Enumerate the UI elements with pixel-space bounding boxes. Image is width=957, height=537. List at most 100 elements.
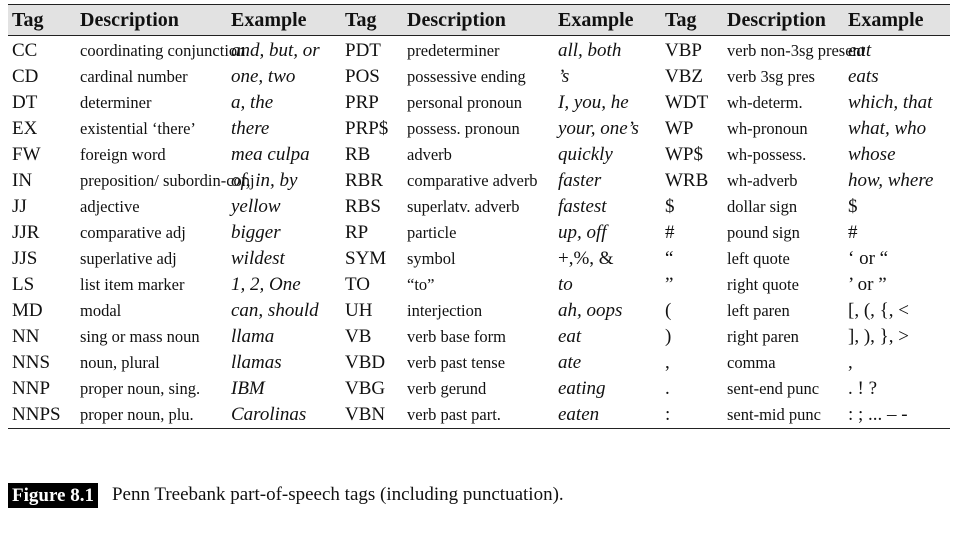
tag-cell: WRB (665, 170, 709, 191)
description-cell: wh-possess. (727, 145, 807, 164)
header-example-3: Example (844, 4, 950, 36)
description-cell: superlatv. adverb (407, 197, 520, 216)
description-cell: comparative adj (80, 223, 186, 242)
tag-cell: DT (12, 92, 38, 113)
example-cell: llama (231, 326, 275, 347)
description-cell: dollar sign (727, 197, 798, 216)
description-cell: cardinal number (80, 67, 188, 86)
example-cell: llamas (231, 352, 282, 373)
example-cell: : ; ... – - (848, 404, 908, 425)
tag-cell: IN (12, 170, 33, 191)
tag-cell: ” (665, 274, 674, 295)
table-row: CC coordinating conjunction and, but, or PD… (8, 36, 950, 65)
tag-cell: SYM (345, 248, 387, 269)
tag-cell: “ (665, 248, 674, 269)
example-cell: ’s (558, 66, 570, 87)
example-cell: +,%, & (558, 248, 614, 269)
description-cell: verb gerund (407, 379, 487, 398)
example-cell: yellow (231, 196, 281, 217)
tag-cell: , (665, 352, 670, 373)
example-cell: all, both (558, 40, 622, 61)
table-row: NNPS proper noun, plu. Carolinas VBN verb pa… (8, 402, 950, 429)
description-cell: adjective (80, 197, 140, 216)
tag-cell: PRP$ (345, 118, 389, 139)
caption-text: Penn Treebank part-of-speech tags (inclu… (111, 484, 564, 505)
header-description-3: Description (723, 4, 844, 36)
table-row: MD modal can, should UH interjection ah, oops… (8, 298, 950, 324)
example-cell: eat (848, 40, 872, 61)
figure-caption: Figure 8.1 Penn Treebank part-of-speech … (8, 482, 564, 508)
example-cell: , (848, 352, 853, 373)
example-cell: bigger (231, 222, 281, 243)
description-cell: comparative adverb (407, 171, 538, 190)
tag-cell: WP (665, 118, 694, 139)
table-row: EX existential ‘there’ there PRP$ possess. p… (8, 116, 950, 142)
example-cell: # (848, 222, 858, 243)
description-cell: comma (727, 353, 776, 372)
example-cell: whose (848, 144, 896, 165)
example-cell: wildest (231, 248, 285, 269)
tag-cell: VBD (345, 352, 386, 373)
tag-cell: WDT (665, 92, 709, 113)
tag-cell: : (665, 404, 671, 425)
description-cell: wh-adverb (727, 171, 798, 190)
example-cell: IBM (231, 378, 265, 399)
tag-cell: VB (345, 326, 372, 347)
tag-cell: RP (345, 222, 369, 243)
example-cell: ‘ or “ (848, 248, 889, 269)
tag-cell: JJ (12, 196, 27, 217)
table-row: NNS noun, plural llamas VBD verb past tense a… (8, 350, 950, 376)
example-cell: eat (558, 326, 582, 347)
pos-tag-table: Tag Description Example Tag Description … (8, 4, 950, 429)
description-cell: coordinating conjunction (80, 41, 246, 60)
table-row: JJS superlative adj wildest SYM symbol +,%, &… (8, 246, 950, 272)
tag-cell: NNPS (12, 404, 61, 425)
header-row: Tag Description Example Tag Description … (8, 4, 950, 36)
tag-cell: FW (12, 144, 41, 165)
description-cell: left paren (727, 301, 790, 320)
example-cell: to (558, 274, 573, 295)
tag-cell: ) (665, 326, 672, 347)
tag-cell: JJS (12, 248, 38, 269)
example-cell: your, one’s (558, 118, 639, 139)
description-cell: list item marker (80, 275, 185, 294)
tag-cell: RBS (345, 196, 381, 217)
description-cell: determiner (80, 93, 152, 112)
tag-cell: VBP (665, 40, 702, 61)
table-row: JJR comparative adj bigger RP particle up, of… (8, 220, 950, 246)
example-cell: which, that (848, 92, 933, 113)
tag-cell: VBG (345, 378, 386, 399)
table-row: FW foreign word mea culpa RB adverb quickly WP… (8, 142, 950, 168)
description-cell: sing or mass noun (80, 327, 200, 346)
description-cell: foreign word (80, 145, 166, 164)
header-tag-2: Tag (341, 4, 403, 36)
description-cell: wh-pronoun (727, 119, 808, 138)
example-cell: faster (558, 170, 602, 191)
description-cell: modal (80, 301, 122, 320)
example-cell: $ (848, 196, 858, 217)
header-tag-3: Tag (661, 4, 723, 36)
tag-cell: $ (665, 196, 675, 217)
description-cell: proper noun, sing. (80, 379, 201, 398)
example-cell: there (231, 118, 270, 139)
figure-label: Figure 8.1 (8, 482, 98, 508)
example-cell: [, (, {, < (848, 300, 909, 321)
example-cell: eating (558, 378, 606, 399)
example-cell: how, where (848, 170, 934, 191)
tag-cell: UH (345, 300, 373, 321)
tag-cell: NNS (12, 352, 51, 373)
example-cell: ate (558, 352, 582, 373)
tag-cell: TO (345, 274, 370, 295)
example-cell: . ! ? (848, 378, 878, 399)
tag-cell: . (665, 378, 670, 399)
table-row: NNP proper noun, sing. IBM VBG verb gerund ea… (8, 376, 950, 402)
tag-cell: CC (12, 40, 38, 61)
example-cell: ah, oops (558, 300, 623, 321)
description-cell: symbol (407, 249, 456, 268)
description-cell: right quote (727, 275, 799, 294)
tag-cell: VBZ (665, 66, 703, 87)
tag-cell: # (665, 222, 675, 243)
description-cell: verb base form (407, 327, 506, 346)
description-cell: preposition/ subordin-conj (80, 171, 255, 190)
description-cell: possessive ending (407, 67, 526, 86)
